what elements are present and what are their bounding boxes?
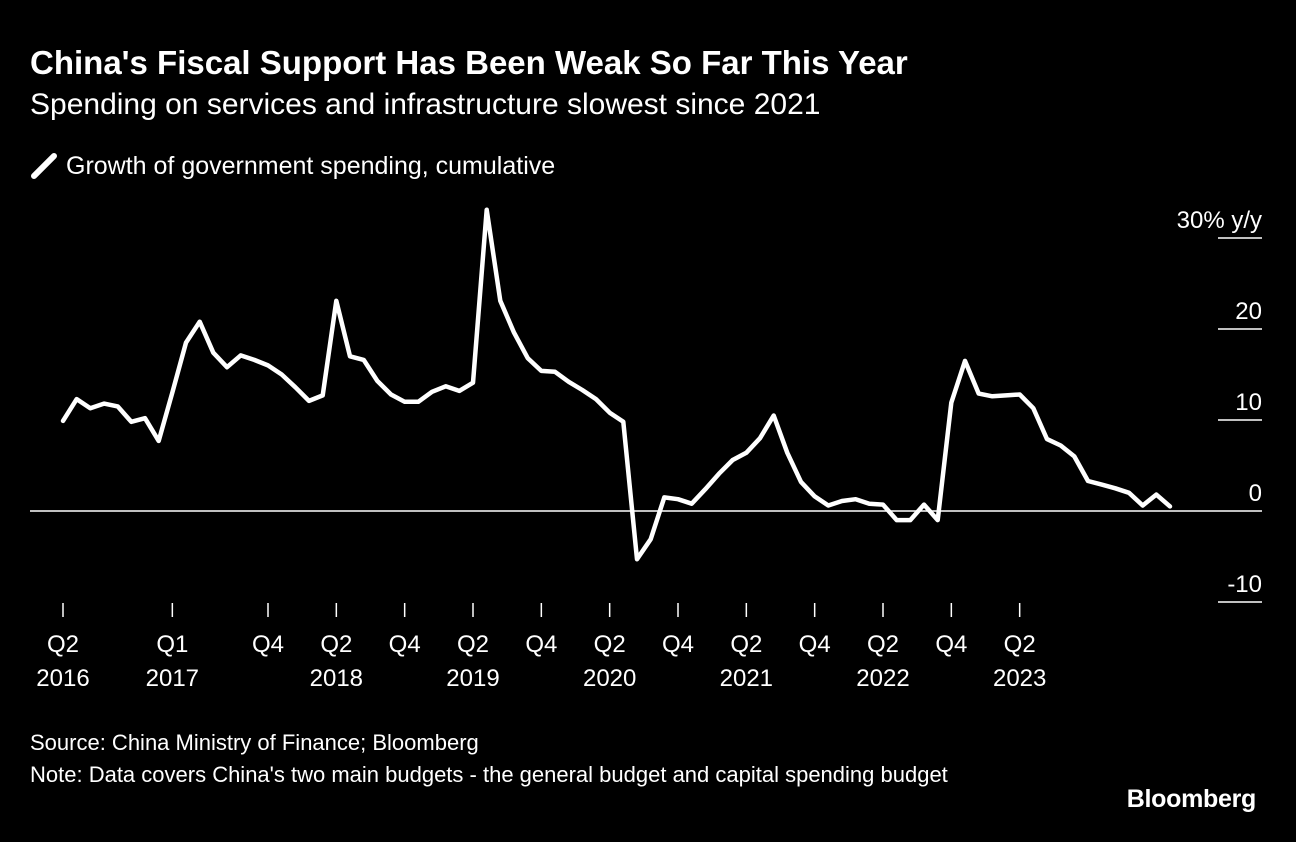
y-tick-label: 0 xyxy=(1249,480,1262,507)
series-layer xyxy=(60,207,1173,562)
x-tick-label: Q2 xyxy=(594,631,626,658)
x-tick-year-label: 2016 xyxy=(36,665,89,692)
y-tick-label: 20 xyxy=(1235,298,1262,325)
x-tick-label: Q2 xyxy=(1004,631,1036,658)
x-tick-label: Q2 xyxy=(730,631,762,658)
y-tick-label: 30% y/y xyxy=(1177,207,1262,234)
x-tick-label: Q1 xyxy=(156,631,188,658)
y-axis: 30% y/y 20 10 0 -10 xyxy=(30,207,1262,603)
legend: Growth of government spending, cumulativ… xyxy=(30,150,555,182)
x-tick-year-label: 2020 xyxy=(583,665,636,692)
x-tick-label: Q2 xyxy=(320,631,352,658)
x-tick-label: Q2 xyxy=(457,631,489,658)
x-tick-year-label: 2017 xyxy=(146,665,199,692)
data-note: Note: Data covers China's two main budge… xyxy=(30,762,948,787)
x-tick-year-label: 2023 xyxy=(993,665,1046,692)
x-tick-year-label: 2019 xyxy=(446,665,499,692)
bloomberg-logo: Bloomberg xyxy=(1126,785,1257,813)
y-tick-label: 10 xyxy=(1235,389,1262,416)
x-tick-label: Q4 xyxy=(252,631,284,658)
x-tick-label: Q4 xyxy=(799,631,831,658)
chart-subtitle: Spending on services and infrastructure … xyxy=(30,88,821,121)
legend-line-icon xyxy=(31,153,57,179)
x-tick-year-label: 2022 xyxy=(856,665,909,692)
x-tick-label: Q4 xyxy=(935,631,967,658)
x-tick-year-label: 2018 xyxy=(310,665,363,692)
x-tick-label: Q4 xyxy=(389,631,421,658)
x-tick-label: Q4 xyxy=(525,631,557,658)
chart-title: China's Fiscal Support Has Been Weak So … xyxy=(30,44,908,81)
spending-growth-line xyxy=(60,207,1173,562)
source-note: Source: China Ministry of Finance; Bloom… xyxy=(30,730,479,755)
x-tick-year-label: 2021 xyxy=(720,665,773,692)
x-tick-label: Q2 xyxy=(867,631,899,658)
y-tick-label: -10 xyxy=(1227,571,1262,598)
x-tick-label: Q2 xyxy=(47,631,79,658)
legend-label: Growth of government spending, cumulativ… xyxy=(66,151,556,180)
x-tick-label: Q4 xyxy=(662,631,694,658)
x-axis: Q2 2016 Q1 2017 Q4 Q2 2018 Q4 Q2 2019 Q4 Q2 2020 Q4 Q2… xyxy=(36,603,1046,692)
